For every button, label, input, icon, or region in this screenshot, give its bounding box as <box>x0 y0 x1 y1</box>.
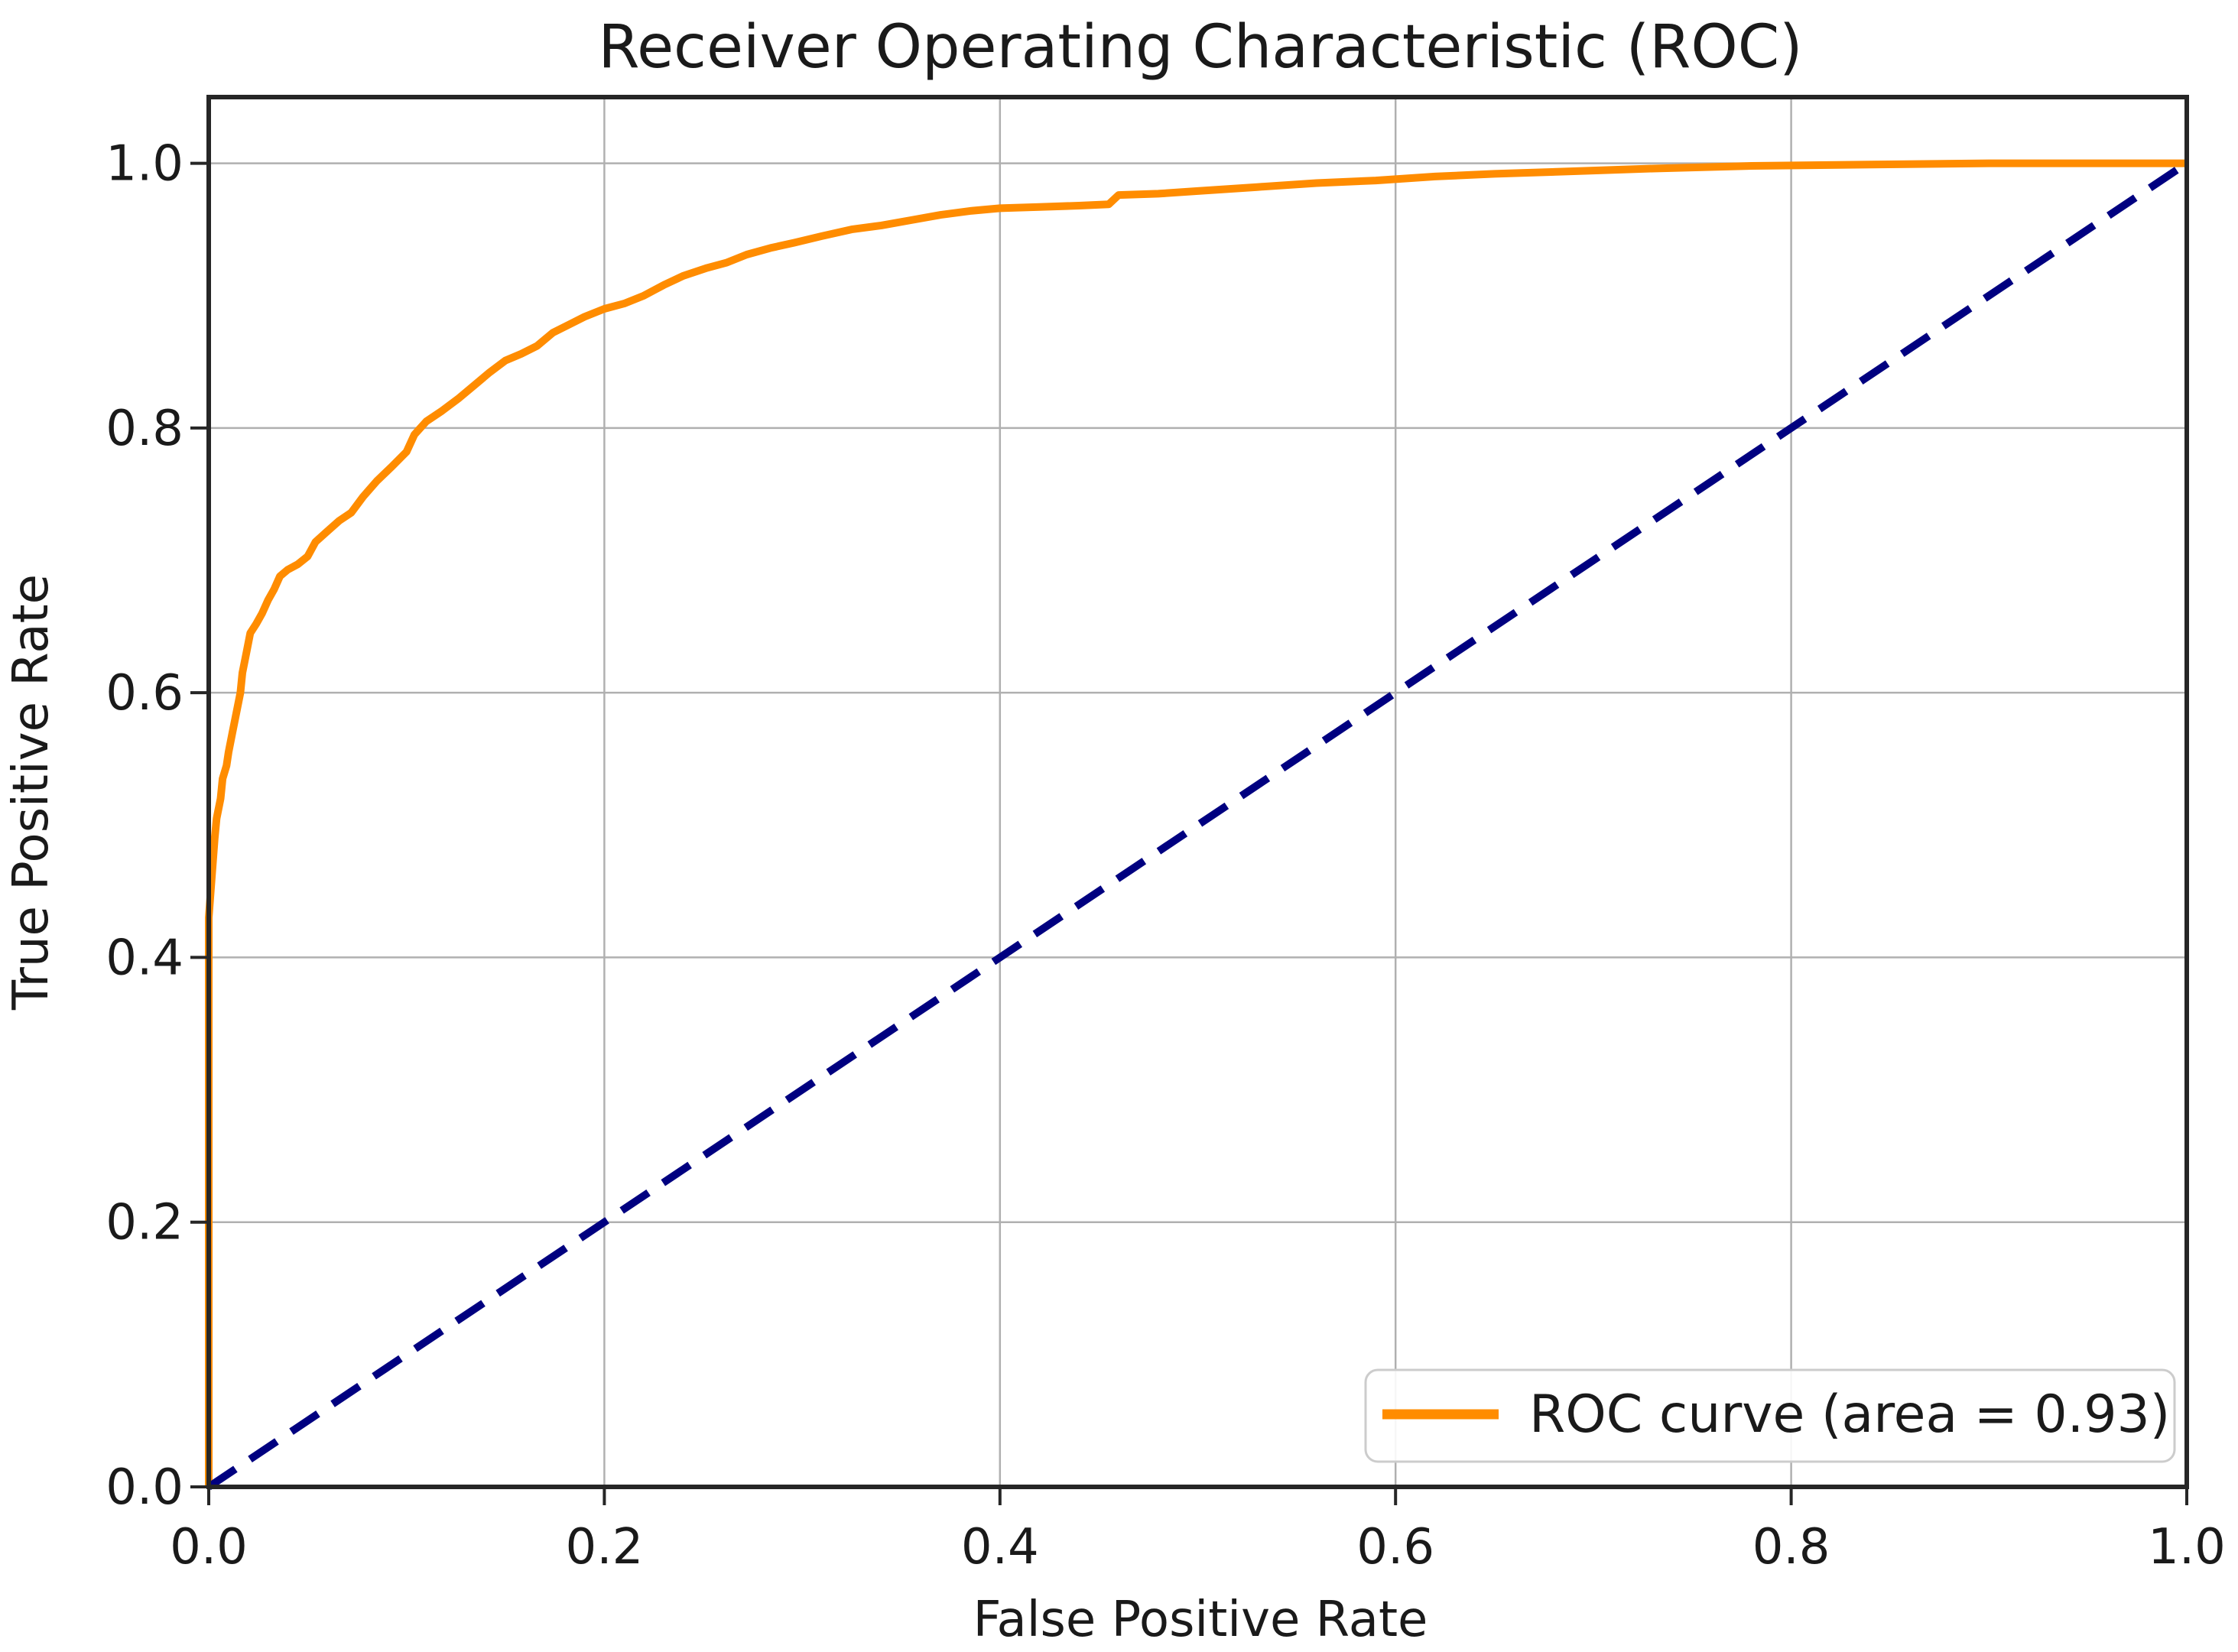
y-tick-label: 0.6 <box>106 665 184 722</box>
y-tick-label: 0.8 <box>106 401 184 457</box>
legend: ROC curve (area = 0.93) <box>1364 1368 2176 1463</box>
chart-title: Receiver Operating Characteristic (ROC) <box>598 13 1802 82</box>
x-tick-label: 1.0 <box>2148 1519 2226 1576</box>
y-axis-label: True Positive Rate <box>3 574 60 1011</box>
legend-roc-label: ROC curve (area = 0.93) <box>1529 1384 2170 1445</box>
x-axis-label: False Positive Rate <box>973 1592 1428 1648</box>
grid-lines <box>207 97 2188 1488</box>
x-tick-label: 0.4 <box>961 1519 1039 1576</box>
axis-ticks <box>190 161 2188 1505</box>
y-tick-label: 1.0 <box>106 136 184 193</box>
plot-series <box>205 159 2189 1491</box>
x-tick-label: 0.8 <box>1752 1519 1830 1576</box>
x-tick-label: 0.2 <box>566 1519 644 1576</box>
plot-border <box>206 95 2189 1489</box>
y-tick-label: 0.4 <box>106 930 184 986</box>
axis-tick-labels: 0.0 0.2 0.4 0.6 0.8 1.0 0.0 0.2 0.4 0.6 0.8 1.0 <box>106 136 2226 1576</box>
roc-curve-line <box>205 159 2187 1487</box>
legend-box <box>1364 1368 2176 1463</box>
y-tick-label: 0.0 <box>106 1459 184 1516</box>
y-tick-label: 0.2 <box>106 1195 184 1251</box>
x-tick-label: 0.6 <box>1356 1519 1434 1576</box>
x-tick-label: 0.0 <box>170 1519 248 1576</box>
